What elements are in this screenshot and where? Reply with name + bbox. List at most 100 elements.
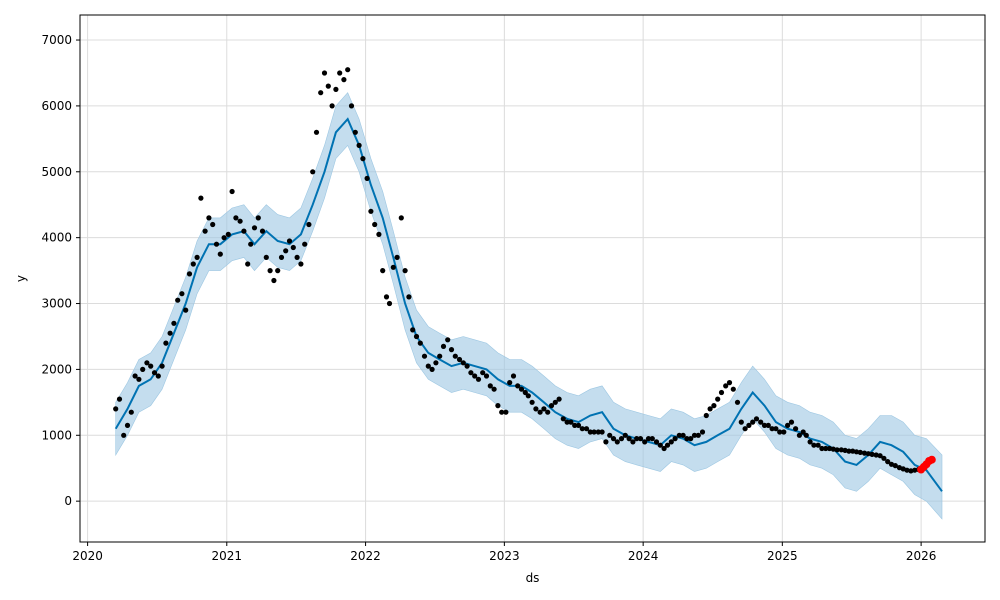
data-point bbox=[746, 422, 752, 428]
data-point bbox=[302, 241, 308, 247]
y-axis-ticks: 0 1000 2000 3000 4000 5000 6000 7000 bbox=[41, 33, 80, 508]
data-point bbox=[769, 426, 775, 432]
data-point bbox=[873, 452, 879, 458]
data-point bbox=[800, 429, 806, 435]
data-point bbox=[225, 231, 231, 237]
y-tick-label: 7000 bbox=[41, 33, 72, 47]
actual-points bbox=[113, 67, 922, 474]
data-point bbox=[742, 426, 748, 432]
data-point bbox=[233, 215, 239, 221]
data-point bbox=[583, 426, 590, 432]
data-point bbox=[186, 271, 193, 277]
data-point bbox=[155, 373, 161, 379]
data-point bbox=[753, 416, 760, 422]
x-tick-label: 2026 bbox=[906, 549, 937, 563]
data-point bbox=[503, 409, 509, 415]
data-point bbox=[703, 412, 709, 419]
data-point bbox=[595, 429, 601, 435]
data-point bbox=[183, 307, 189, 313]
data-point bbox=[668, 439, 674, 445]
data-point bbox=[730, 386, 736, 392]
data-point bbox=[163, 340, 169, 346]
data-point bbox=[394, 254, 400, 260]
data-point bbox=[591, 429, 597, 435]
data-point bbox=[386, 300, 393, 307]
data-point bbox=[642, 439, 648, 445]
data-point bbox=[811, 442, 817, 448]
data-point bbox=[734, 399, 741, 405]
data-point bbox=[552, 399, 558, 405]
data-point bbox=[229, 188, 235, 195]
data-point bbox=[522, 389, 528, 396]
data-point bbox=[711, 403, 717, 409]
data-point bbox=[556, 396, 562, 402]
data-point bbox=[333, 86, 339, 92]
data-point bbox=[263, 254, 269, 260]
y-tick-label: 1000 bbox=[41, 428, 72, 442]
data-point bbox=[545, 409, 551, 415]
data-point bbox=[579, 426, 585, 432]
data-point bbox=[607, 432, 613, 438]
data-point bbox=[699, 429, 706, 435]
data-point bbox=[364, 175, 370, 181]
data-point bbox=[329, 103, 335, 109]
y-tick-label: 2000 bbox=[41, 362, 72, 376]
data-point bbox=[259, 228, 266, 234]
data-point bbox=[622, 432, 628, 438]
data-point bbox=[298, 261, 304, 267]
x-tick-label: 2020 bbox=[72, 549, 103, 563]
data-point bbox=[210, 221, 216, 228]
data-point bbox=[202, 228, 208, 234]
data-point bbox=[372, 221, 378, 228]
data-point bbox=[290, 244, 296, 251]
data-point bbox=[630, 439, 636, 445]
data-point bbox=[688, 436, 694, 442]
data-point bbox=[575, 422, 582, 428]
data-point bbox=[661, 445, 667, 452]
data-point bbox=[421, 353, 428, 359]
data-point bbox=[221, 235, 227, 241]
data-point bbox=[417, 340, 423, 346]
data-point bbox=[321, 70, 328, 76]
data-point bbox=[518, 386, 525, 392]
data-point bbox=[128, 409, 134, 415]
data-point bbox=[680, 432, 686, 438]
data-point bbox=[433, 360, 439, 366]
x-axis-label: ds bbox=[526, 571, 540, 585]
data-point bbox=[475, 376, 482, 382]
data-point bbox=[645, 436, 652, 442]
data-point bbox=[116, 396, 123, 402]
data-point bbox=[491, 386, 497, 392]
data-point bbox=[892, 463, 898, 469]
data-point bbox=[413, 333, 420, 340]
data-point bbox=[695, 432, 701, 438]
data-point bbox=[537, 409, 543, 415]
data-point bbox=[781, 429, 787, 435]
data-point bbox=[515, 383, 521, 389]
data-point bbox=[206, 215, 212, 221]
y-tick-label: 6000 bbox=[41, 99, 72, 113]
data-point bbox=[472, 373, 478, 379]
data-point bbox=[113, 406, 119, 412]
data-point bbox=[715, 396, 721, 402]
data-point bbox=[885, 459, 891, 465]
data-point bbox=[846, 448, 852, 454]
data-point bbox=[456, 356, 463, 363]
data-point bbox=[294, 254, 300, 260]
data-point bbox=[368, 208, 374, 214]
data-point bbox=[723, 383, 729, 389]
data-point bbox=[121, 432, 127, 438]
data-point bbox=[445, 337, 451, 343]
data-point bbox=[198, 195, 204, 201]
data-point bbox=[773, 426, 779, 432]
y-tick-label: 4000 bbox=[41, 231, 72, 245]
data-point bbox=[267, 268, 273, 274]
data-point bbox=[718, 389, 725, 396]
data-point bbox=[793, 426, 799, 432]
data-point bbox=[788, 419, 795, 425]
data-point bbox=[132, 373, 138, 379]
data-point bbox=[548, 403, 555, 409]
data-point bbox=[796, 432, 803, 438]
